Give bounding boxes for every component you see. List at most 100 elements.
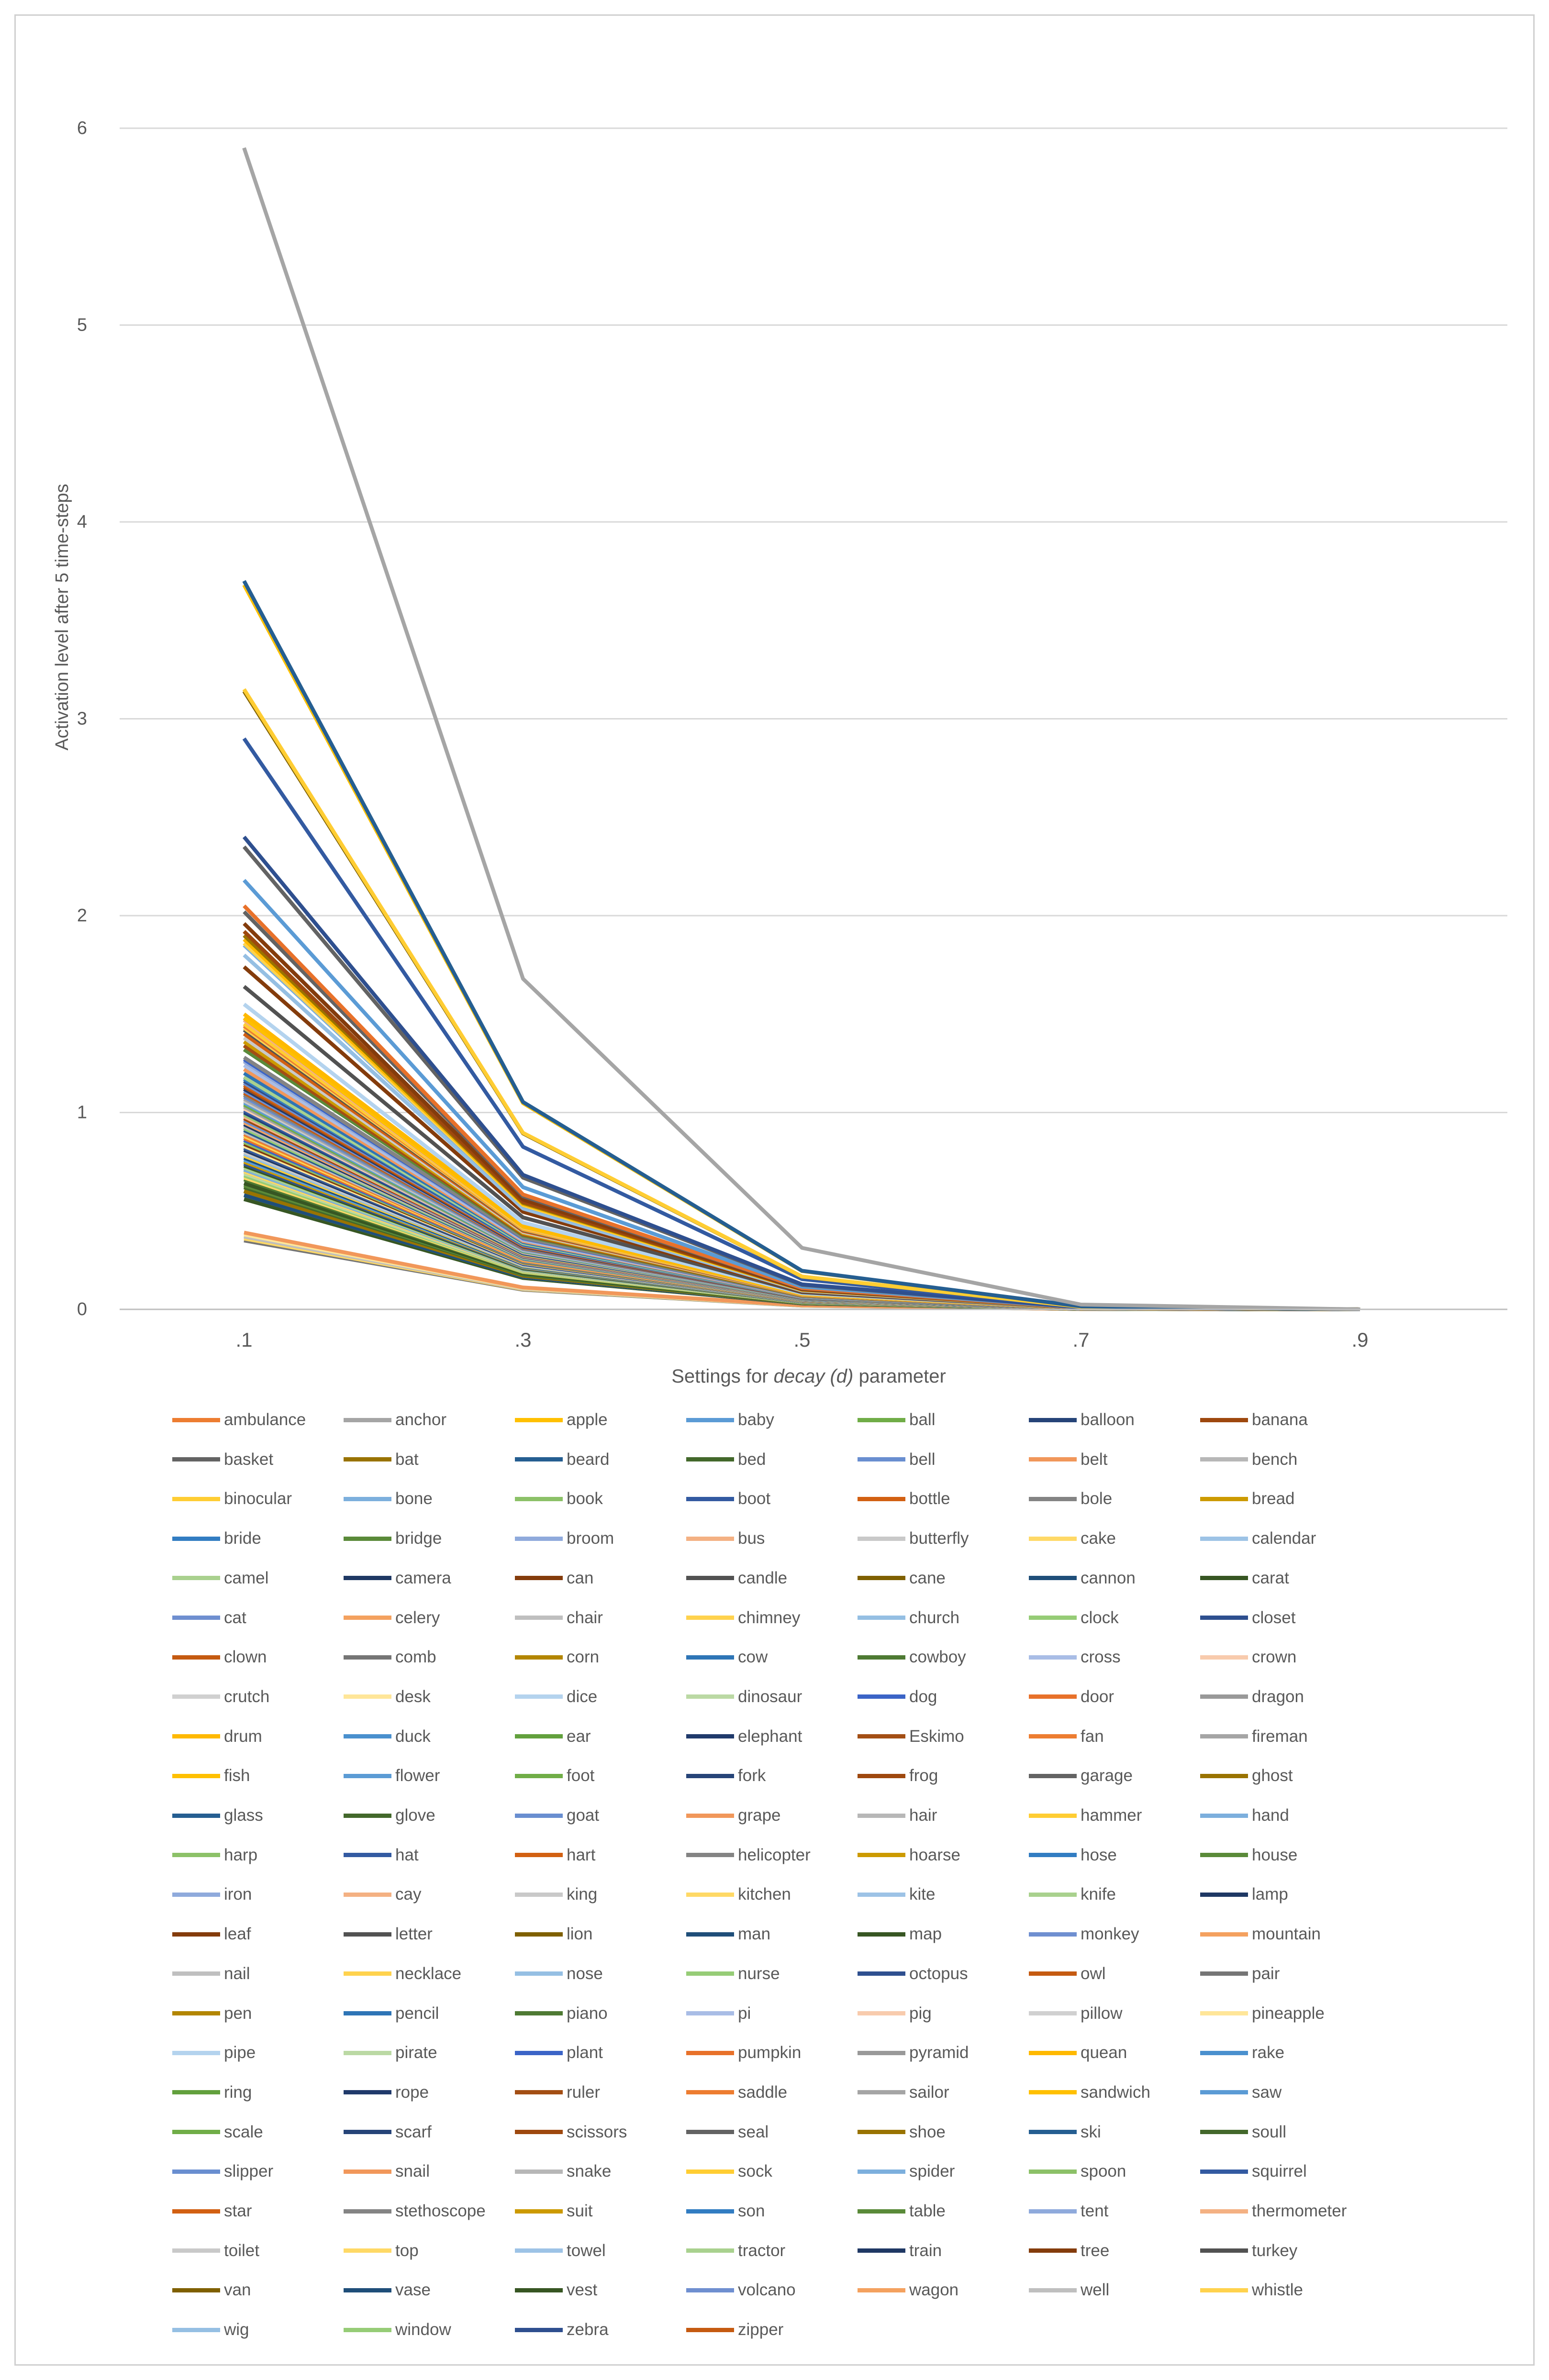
legend-label: dinosaur xyxy=(738,1687,802,1706)
y-tick-label: 0 xyxy=(77,1299,87,1319)
legend-swatch xyxy=(858,2050,905,2055)
legend-item: carat xyxy=(1200,1564,1289,1593)
legend-item: piano xyxy=(515,1999,608,2028)
legend-item: nurse xyxy=(686,1959,780,1988)
legend-item: harp xyxy=(172,1841,257,1870)
legend-swatch xyxy=(1029,1536,1077,1541)
legend-item: cake xyxy=(1029,1524,1116,1553)
legend-item: pig xyxy=(858,1999,932,2028)
legend-swatch xyxy=(686,2011,734,2015)
legend-item: train xyxy=(858,2236,942,2265)
legend-swatch xyxy=(1200,1932,1248,1937)
legend-item: tree xyxy=(1029,2236,1109,2265)
legend-label: rope xyxy=(395,2082,429,2102)
legend-swatch xyxy=(858,2090,905,2095)
legend-item: saddle xyxy=(686,2078,787,2107)
series-line-frog xyxy=(243,930,1360,1311)
legend-item: volcano xyxy=(686,2276,796,2304)
series-lines xyxy=(242,147,1360,1311)
legend-label: snake xyxy=(567,2162,612,2181)
legend-swatch xyxy=(515,1773,563,1778)
legend-swatch xyxy=(515,2130,563,2135)
legend-swatch xyxy=(172,1734,220,1739)
legend-label: bridge xyxy=(395,1529,442,1548)
y-tick-label: 1 xyxy=(77,1103,87,1123)
legend-item: fireman xyxy=(1200,1722,1308,1751)
legend-label: window xyxy=(395,2320,451,2339)
legend-swatch xyxy=(172,1457,220,1462)
legend-item: camel xyxy=(172,1564,268,1593)
legend-swatch xyxy=(1200,1853,1248,1858)
legend-label: ghost xyxy=(1252,1766,1293,1785)
legend-swatch xyxy=(344,1734,391,1739)
legend-label: apple xyxy=(567,1410,608,1429)
legend-label: pirate xyxy=(395,2043,437,2062)
legend-item: rope xyxy=(344,2078,429,2107)
legend-label: map xyxy=(909,1925,942,1944)
legend-swatch xyxy=(686,1576,734,1581)
legend-item: bole xyxy=(1029,1484,1112,1513)
legend-item: pi xyxy=(686,1999,751,2028)
legend-label: dice xyxy=(567,1687,598,1706)
legend-item: snake xyxy=(515,2157,611,2186)
legend-item: celery xyxy=(344,1604,440,1632)
legend-label: kitchen xyxy=(738,1885,791,1904)
legend-item: van xyxy=(172,2276,251,2304)
legend-item: camera xyxy=(344,1564,451,1593)
legend-label: suit xyxy=(567,2202,593,2220)
legend-label: camel xyxy=(224,1568,269,1587)
legend-swatch xyxy=(1200,1536,1248,1541)
legend-label: crown xyxy=(1252,1648,1297,1667)
legend-label: glass xyxy=(224,1806,263,1825)
legend-item: crutch xyxy=(172,1683,269,1711)
legend-swatch xyxy=(686,2169,734,2174)
legend-label: well xyxy=(1081,2280,1110,2300)
legend-label: bat xyxy=(395,1450,419,1469)
legend-label: squirrel xyxy=(1252,2162,1307,2181)
legend-label: zipper xyxy=(738,2320,784,2339)
legend-item: cannon xyxy=(1029,1564,1136,1593)
legend-label: thermometer xyxy=(1252,2202,1347,2220)
legend-label: volcano xyxy=(738,2280,796,2300)
legend-swatch xyxy=(1200,1576,1248,1581)
legend-label: ball xyxy=(909,1410,936,1429)
legend-label: pi xyxy=(738,2004,751,2023)
legend-swatch xyxy=(1029,2090,1077,2095)
legend-swatch xyxy=(344,1616,391,1620)
legend-label: hair xyxy=(909,1806,937,1825)
legend-swatch xyxy=(172,2248,220,2253)
legend-item: thermometer xyxy=(1200,2197,1347,2225)
legend-item: star xyxy=(172,2197,252,2225)
legend-label: pyramid xyxy=(909,2043,969,2062)
legend-item: foot xyxy=(515,1761,594,1790)
legend-item: window xyxy=(344,2315,451,2344)
legend-item: bone xyxy=(344,1484,433,1513)
legend-swatch xyxy=(515,2248,563,2253)
legend-swatch xyxy=(172,1971,220,1976)
legend-label: harp xyxy=(224,1845,258,1864)
legend-swatch xyxy=(858,1576,905,1581)
legend-item: ring xyxy=(172,2078,252,2107)
legend-swatch xyxy=(344,2209,391,2214)
legend-swatch xyxy=(1029,2248,1077,2253)
legend-item: door xyxy=(1029,1683,1114,1711)
legend-swatch xyxy=(515,1813,563,1818)
legend-label: balloon xyxy=(1081,1410,1135,1429)
legend-item: nose xyxy=(515,1959,603,1988)
legend-item: bread xyxy=(1200,1484,1295,1513)
x-axis-title: Settings for decay (d) parameter xyxy=(671,1366,946,1387)
legend-item: clock xyxy=(1029,1604,1119,1632)
legend-item: hoarse xyxy=(858,1841,960,1870)
legend-label: knife xyxy=(1081,1885,1116,1904)
legend-swatch xyxy=(172,1616,220,1620)
legend-label: foot xyxy=(567,1766,595,1785)
legend-label: vase xyxy=(395,2280,431,2300)
legend-item: vest xyxy=(515,2276,597,2304)
legend-swatch xyxy=(515,1576,563,1581)
legend-item: flower xyxy=(344,1761,440,1790)
legend-item: closet xyxy=(1200,1604,1295,1632)
legend-item: church xyxy=(858,1604,959,1632)
legend-label: turkey xyxy=(1252,2241,1298,2260)
legend-swatch xyxy=(172,1694,220,1699)
legend-swatch xyxy=(172,1496,220,1501)
